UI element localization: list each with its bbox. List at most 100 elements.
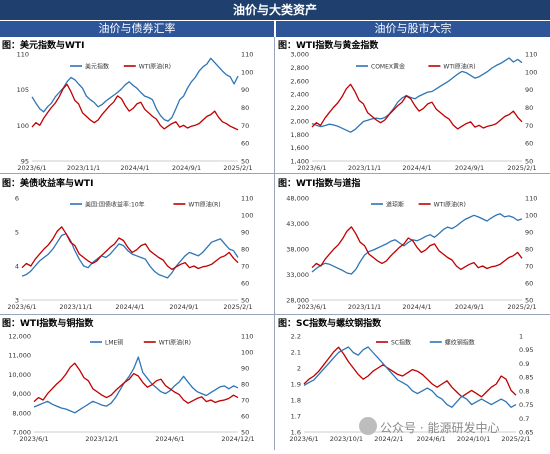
x-tick-label: 2024/9/1 [455, 303, 484, 311]
y-left-tick-label: 28,000 [286, 297, 309, 305]
x-tick-label: 2023/11/1 [348, 164, 381, 172]
y-right-tick-label: 1 [519, 333, 523, 341]
y-right-tick-label: 100 [241, 349, 253, 357]
y-right-tick-label: 0.85 [519, 374, 533, 382]
series-line [311, 83, 523, 130]
y-right-tick-label: 50 [241, 429, 249, 437]
y-right-tick-label: 110 [241, 51, 253, 59]
x-tick-label: 2025/2/1 [507, 164, 536, 172]
y-left-tick-label: 100 [17, 122, 29, 130]
y-left-tick-label: 5 [15, 229, 19, 237]
y-left-tick-label: 3 [15, 297, 19, 305]
y-left-tick-label: 1,600 [290, 144, 309, 152]
x-tick-label: 2025/2/1 [501, 435, 530, 443]
chart-usd-wti: 95 100 105 110 50 60 70 80 90 100 110 2023/6/1 2023/… [17, 51, 254, 173]
page-title: 油价与大类资产 [0, 0, 550, 20]
y-left-tick-label: 6 [15, 195, 19, 203]
x-tick-label: 2024/6/1 [155, 435, 184, 443]
y-right-tick-label: 50 [525, 297, 533, 305]
y-left-tick-label: 7,000 [12, 429, 31, 437]
x-tick-label: 2024/12/1 [221, 435, 254, 443]
legend-label: 美元指数 [85, 62, 109, 70]
series-line [21, 226, 239, 271]
y-right-tick-label: 70 [241, 263, 249, 271]
y-left-tick-label: 110 [17, 51, 29, 59]
y-right-tick-label: 70 [525, 263, 533, 271]
x-tick-label: 2025/2/1 [507, 303, 536, 311]
panel-usd-wti: 图：美元指数与WTI 95 100 105 110 50 60 70 80 90 100 110 20… [0, 38, 274, 172]
chart-sc-rebar: 1.6 1.7 1.8 1.9 2 2.1 2.2 0.65 0.7 0.75 0.8 0.85 0.9… [289, 333, 533, 444]
y-right-tick-label: 80 [241, 381, 249, 389]
x-tick-label: 2023/11/1 [67, 164, 100, 172]
y-left-tick-label: 48,000 [286, 195, 309, 203]
x-tick-label: 2023/6/1 [7, 303, 36, 311]
y-right-tick-label: 110 [525, 51, 537, 59]
y-right-tick-label: 60 [525, 140, 533, 148]
y-left-tick-label: 4 [15, 263, 19, 271]
left-section-header: 油价与债券汇率 [0, 21, 274, 37]
legend-label: WTI原油(R) [139, 62, 171, 70]
legend-label: WTI原油(R) [434, 200, 466, 208]
x-tick-label: 2025/2/1 [223, 164, 252, 172]
x-tick-label: 2024/4/1 [115, 303, 144, 311]
y-left-tick-label: 2,400 [290, 91, 309, 99]
wechat-icon [359, 417, 377, 435]
x-tick-label: 2024/10/1 [457, 435, 490, 443]
legend-label: SC指数 [391, 338, 411, 346]
chart-title: 图：WTI指数与黄金指数 [278, 41, 379, 51]
series-line [311, 226, 523, 271]
y-right-tick-label: 50 [241, 158, 249, 166]
y-right-tick-label: 80 [525, 104, 533, 112]
y-left-tick-label: 2.1 [291, 349, 301, 357]
y-left-tick-label: 33,000 [286, 271, 309, 279]
column-divider [274, 37, 275, 450]
x-tick-label: 2023/11/1 [59, 303, 92, 311]
y-left-tick-label: 3,000 [290, 51, 309, 59]
series-line [31, 83, 239, 131]
series-line [21, 233, 239, 279]
series-line [33, 356, 239, 414]
y-left-tick-label: 105 [17, 86, 29, 94]
y-left-tick-label: 11,000 [8, 352, 31, 360]
y-right-tick-label: 0.9 [519, 360, 529, 368]
y-right-tick-label: 70 [241, 122, 249, 130]
y-right-tick-label: 80 [525, 246, 533, 254]
x-tick-label: 2023/6/1 [297, 303, 326, 311]
panel-ust-wti: 图：美债收益率与WTI 3 4 5 6 50 60 70 80 90 100 110 2023/6/1… [0, 176, 274, 313]
row-divider [0, 314, 550, 315]
chart-ust-wti: 3 4 5 6 50 60 70 80 90 100 110 2023/6/1 2023/11/1 202… [7, 195, 253, 312]
chart-title: 图：WTI指数与铜指数 [2, 319, 94, 329]
y-left-tick-label: 2,600 [290, 77, 309, 85]
chart-wti-dow: 28,000 33,000 38,000 43,000 48,000 50 60 70 80 90… [286, 195, 537, 312]
x-tick-label: 2023/10/1 [330, 435, 363, 443]
x-tick-label: 2023/11/1 [348, 303, 381, 311]
legend-label: 道琼斯 [386, 200, 404, 208]
legend-label: COMEX黄金 [371, 62, 405, 70]
y-left-tick-label: 1,400 [290, 158, 309, 166]
y-right-tick-label: 100 [525, 68, 537, 76]
chart-title: 图：WTI指数与道指 [278, 179, 361, 189]
y-right-tick-label: 50 [241, 297, 249, 305]
x-tick-label: 2024/4/1 [402, 164, 431, 172]
watermark: 公众号 · 能源研发中心 [380, 421, 500, 435]
x-tick-label: 2024/9/1 [169, 303, 198, 311]
y-left-tick-label: 2,200 [290, 104, 309, 112]
y-right-tick-label: 100 [241, 68, 253, 76]
y-right-tick-label: 60 [241, 413, 249, 421]
chart-wti-gold: 1,400 1,600 1,800 2,000 2,200 2,400 2,600 2,800… [290, 51, 537, 173]
panel-wti-dow: 图：WTI指数与道指 28,000 33,000 38,000 43,000 48,00… [276, 176, 550, 313]
y-right-tick-label: 110 [525, 195, 537, 203]
x-tick-label: 2023/6/1 [19, 435, 48, 443]
y-right-tick-label: 0.7 [519, 415, 529, 423]
legend-label: 螺纹钢指数 [445, 338, 475, 346]
y-left-tick-label: 95 [21, 158, 29, 166]
y-left-tick-label: 2,000 [290, 117, 309, 125]
y-right-tick-label: 50 [525, 158, 533, 166]
x-tick-label: 2025/2/1 [223, 303, 252, 311]
y-left-tick-label: 10,000 [8, 371, 31, 379]
y-right-tick-label: 0.95 [519, 346, 533, 354]
series-line [303, 346, 517, 398]
y-right-tick-label: 110 [241, 195, 253, 203]
y-left-tick-label: 8,000 [12, 409, 31, 417]
y-right-tick-label: 80 [241, 104, 249, 112]
